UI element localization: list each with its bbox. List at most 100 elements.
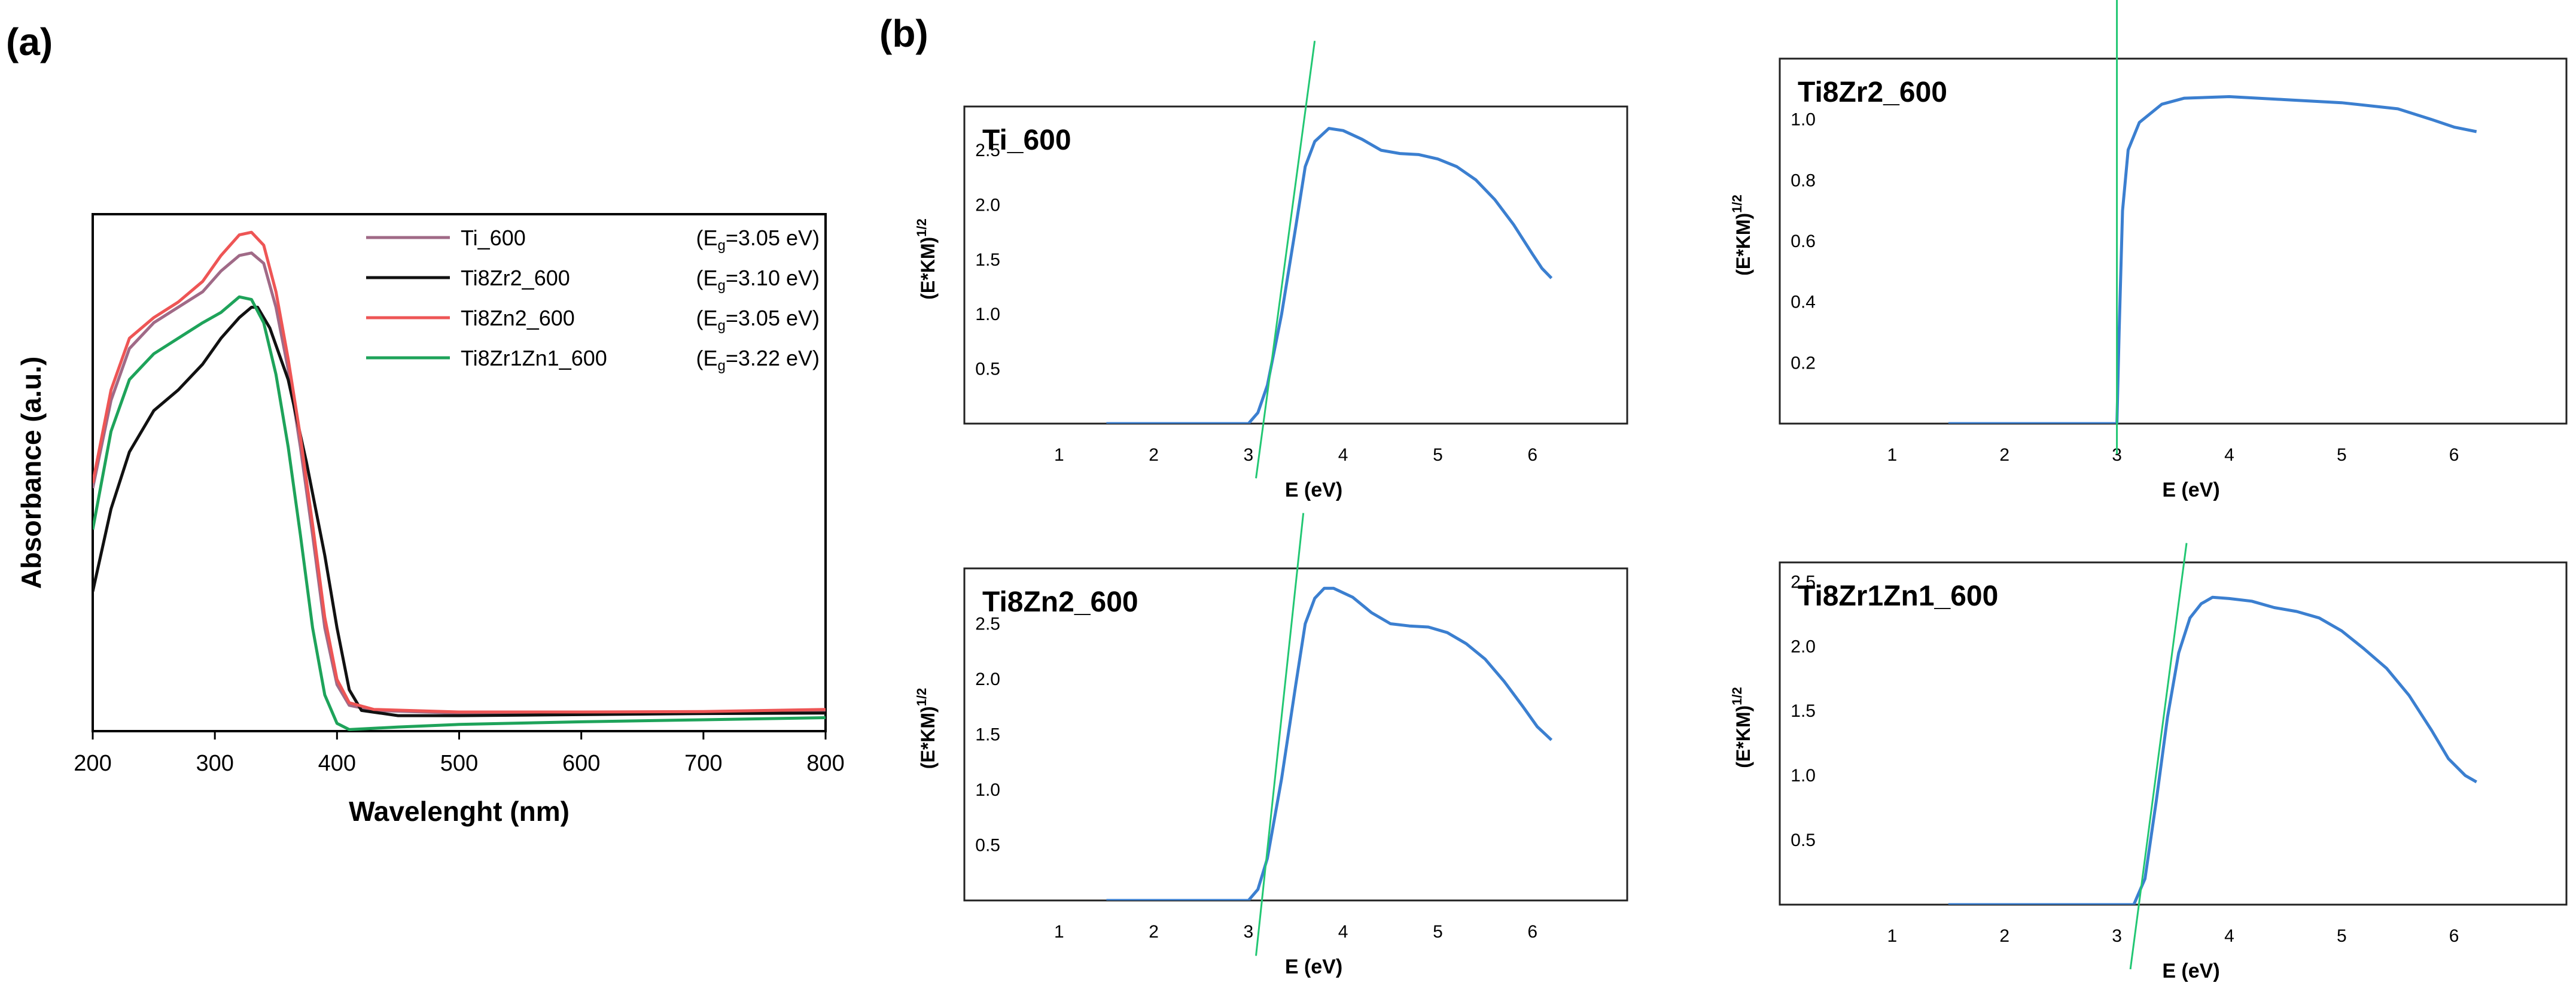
tauc-plot-ti8zr2: 1 2 3 4 5 6 0.2 0.4 0.6 0.8 1.0 E (eV) (E*KM)1/2 Ti8Z… [1729, 0, 2568, 501]
sample-title: Ti8Zr2_600 [1798, 77, 1947, 108]
x-tick-label: 5 [2337, 926, 2347, 946]
series-line [93, 230, 826, 714]
x-tick-label: 1 [1887, 445, 1898, 465]
bandgap-text: (E [696, 306, 718, 330]
y-axis-title-base: (E*KM) [917, 237, 939, 300]
x-tick-label: 1 [1887, 926, 1898, 946]
y-tick-label: 0.6 [1791, 232, 1816, 251]
tangent-fit-line [1255, 41, 1316, 479]
x-tick-label: 600 [562, 751, 600, 776]
bandgap-subscript: g [718, 278, 726, 294]
panel-b-label: (b) [879, 12, 928, 55]
legend-bandgap: (Eg=3.22 eV) [696, 346, 820, 374]
legend-label: Ti8Zn2_600 [461, 306, 575, 330]
x-tick-label: 6 [1527, 922, 1537, 942]
x-axis-title: E (eV) [2162, 479, 2219, 501]
x-tick-label: 400 [318, 751, 356, 776]
x-tick-label: 3 [2112, 445, 2122, 465]
y-axis-title-sup: 1/2 [1729, 687, 1744, 705]
tangent-fit-line [2129, 543, 2188, 970]
x-tick-label: 2 [1999, 445, 2009, 465]
x-axis-title: E (eV) [1285, 479, 1342, 501]
y-tick-label: 2.0 [975, 670, 1000, 689]
series-line [93, 295, 826, 731]
sample-title: Ti8Zr1Zn1_600 [1798, 580, 1998, 612]
x-tick-label: 2 [1149, 922, 1159, 942]
bandgap-text: =3.22 eV) [726, 346, 820, 370]
y-tick-label: 1.0 [975, 780, 1000, 800]
y-tick-label: 1.5 [1791, 701, 1816, 721]
absorbance-chart: 200 300 400 500 600 700 800 Wavelenght (nm) Abso… [16, 213, 845, 827]
y-tick-label: 1.0 [975, 305, 1000, 324]
x-tick-label: 3 [1244, 922, 1254, 942]
bandgap-text: =3.10 eV) [726, 266, 820, 290]
sample-title: Ti_600 [982, 124, 1071, 156]
x-tick-label: 3 [2112, 926, 2122, 946]
x-axis-title: Wavelenght (nm) [349, 796, 570, 827]
bandgap-text: (E [696, 226, 718, 250]
y-tick-label: 0.5 [975, 836, 1000, 856]
bandgap-text: (E [696, 346, 718, 370]
y-tick-label: 1.0 [1791, 110, 1816, 130]
bandgap-text: (E [696, 266, 718, 290]
plot-frame [1779, 561, 2568, 906]
plot-frame [963, 567, 1628, 902]
tauc-plot-ti600: 1 2 3 4 5 6 0.5 1.0 1.5 2.0 2.5 E (eV) (E*KM)1/2 Ti_6… [914, 41, 1628, 501]
x-tick-label: 500 [440, 751, 478, 776]
x-tick-label: 4 [2224, 445, 2234, 465]
y-axis-title-base: (E*KM) [1732, 213, 1754, 276]
x-tick-label: 1 [1054, 922, 1064, 942]
legend-label: Ti_600 [461, 226, 526, 250]
y-axis-title-base: (E*KM) [1732, 705, 1754, 768]
y-axis-title-sup: 1/2 [914, 218, 929, 237]
x-axis-title: E (eV) [1285, 956, 1342, 978]
y-tick-label: 2.5 [1791, 572, 1816, 592]
y-tick-label: 0.4 [1791, 293, 1816, 312]
bandgap-text: =3.05 eV) [726, 226, 820, 250]
x-tick-label: 200 [74, 751, 111, 776]
x-tick-label: 6 [1527, 445, 1537, 465]
legend-label: Ti8Zr1Zn1_600 [461, 346, 607, 370]
y-tick-label: 0.5 [975, 360, 1000, 379]
tangent-fit-line [1255, 513, 1305, 956]
y-tick-label: 1.5 [975, 250, 1000, 270]
y-axis-title: (E*KM)1/2 [914, 688, 939, 769]
tauc-curve [1106, 127, 1553, 424]
x-tick-label: 5 [2337, 445, 2347, 465]
bandgap-subscript: g [718, 318, 726, 334]
x-tick-label: 6 [2449, 926, 2459, 946]
x-tick-label: 4 [1338, 922, 1348, 942]
y-tick-label: 1.5 [975, 725, 1000, 745]
y-tick-label: 2.5 [975, 141, 1000, 160]
panel-a-label: (a) [6, 20, 53, 63]
x-tick-label: 700 [684, 751, 722, 776]
x-tick-label: 4 [2224, 926, 2234, 946]
tauc-plot-ti8zn2: 1 2 3 4 5 6 0.5 1.0 1.5 2.0 2.5 E (eV) (E*KM)1/2 Ti8Z… [914, 513, 1628, 978]
y-axis-title-sup: 1/2 [914, 688, 929, 707]
y-tick-label: 0.8 [1791, 171, 1816, 190]
bandgap-subscript: g [718, 238, 726, 254]
y-axis-title-sup: 1/2 [1729, 194, 1744, 213]
sample-title: Ti8Zn2_600 [982, 586, 1138, 618]
x-tick-label: 6 [2449, 445, 2459, 465]
x-tick-label: 300 [196, 751, 233, 776]
legend: Ti_600 (Eg=3.05 eV)Ti8Zr2_600 (Eg=3.10 eV)… [366, 226, 820, 374]
x-tick-label: 1 [1054, 445, 1064, 465]
plot-frame [963, 105, 1628, 425]
series-line [93, 306, 826, 717]
y-tick-label: 0.2 [1791, 353, 1816, 373]
bandgap-subscript: g [718, 358, 726, 374]
x-tick-label: 5 [1433, 445, 1443, 465]
tauc-plot-ti8zr1zn1: 1 2 3 4 5 6 0.5 1.0 1.5 2.0 2.5 E (eV) (E*KM)1/2 Ti8Z… [1729, 543, 2568, 982]
legend-bandgap: (Eg=3.05 eV) [696, 226, 820, 254]
legend-label: Ti8Zr2_600 [461, 266, 570, 290]
y-tick-label: 0.5 [1791, 830, 1816, 850]
y-axis-title: Absorbance (a.u.) [16, 357, 47, 589]
y-tick-label: 2.0 [1791, 637, 1816, 656]
x-tick-label: 5 [1433, 922, 1443, 942]
y-axis-title-base: (E*KM) [917, 706, 939, 769]
legend-bandgap: (Eg=3.10 eV) [696, 266, 820, 294]
legend-bandgap: (Eg=3.05 eV) [696, 306, 820, 334]
x-axis-title: E (eV) [2162, 960, 2219, 982]
